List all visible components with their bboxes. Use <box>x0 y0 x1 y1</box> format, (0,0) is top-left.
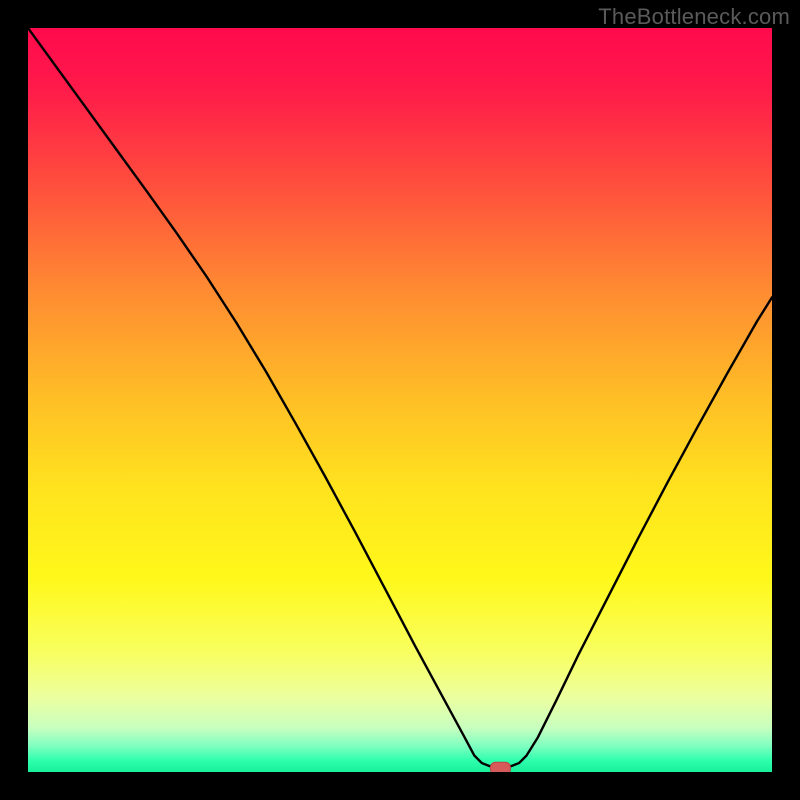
bottleneck-chart-svg <box>28 28 772 772</box>
watermark-text: TheBottleneck.com <box>598 4 790 30</box>
chart-frame: TheBottleneck.com <box>0 0 800 800</box>
plot-area <box>28 28 772 772</box>
optimal-marker <box>490 762 510 772</box>
gradient-background <box>28 28 772 772</box>
